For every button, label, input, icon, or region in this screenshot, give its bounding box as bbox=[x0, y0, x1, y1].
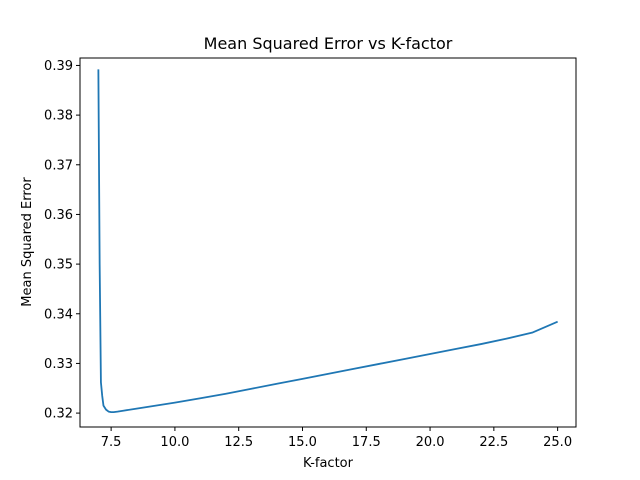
x-tick-label: 17.5 bbox=[352, 435, 381, 450]
y-tick-label: 0.39 bbox=[44, 59, 73, 74]
series-line bbox=[97, 69, 558, 414]
y-tick-label: 0.38 bbox=[44, 109, 73, 124]
y-tick-label: 0.37 bbox=[44, 158, 73, 173]
x-tick-label: 7.5 bbox=[101, 435, 122, 450]
y-axis: 0.32 0.33 0.34 0.35 0.36 0.37 0.38 0.39 bbox=[44, 59, 80, 422]
series-layer bbox=[97, 69, 558, 414]
x-tick-label: 12.5 bbox=[224, 435, 253, 450]
chart-title: Mean Squared Error vs K-factor bbox=[204, 34, 453, 53]
x-tick-label: 25.0 bbox=[543, 435, 572, 450]
x-axis-label: K-factor bbox=[303, 456, 354, 471]
y-tick-label: 0.32 bbox=[44, 407, 73, 422]
x-axis: 7.5 10.0 12.5 15.0 17.5 20.0 22.5 25.0 bbox=[101, 427, 572, 450]
y-tick-label: 0.35 bbox=[44, 258, 73, 273]
x-tick-label: 15.0 bbox=[288, 435, 317, 450]
x-tick-label: 20.0 bbox=[416, 435, 445, 450]
y-tick-label: 0.33 bbox=[44, 357, 73, 372]
y-axis-label: Mean Squared Error bbox=[20, 177, 35, 307]
plot-frame bbox=[79, 57, 577, 428]
x-tick-label: 10.0 bbox=[160, 435, 189, 450]
x-tick-label: 22.5 bbox=[479, 435, 508, 450]
y-tick-label: 0.36 bbox=[44, 208, 73, 223]
plot-area: 7.5 10.0 12.5 15.0 17.5 20.0 22.5 25.0 0.32 0.33… bbox=[44, 57, 577, 450]
y-tick-label: 0.34 bbox=[44, 307, 73, 322]
